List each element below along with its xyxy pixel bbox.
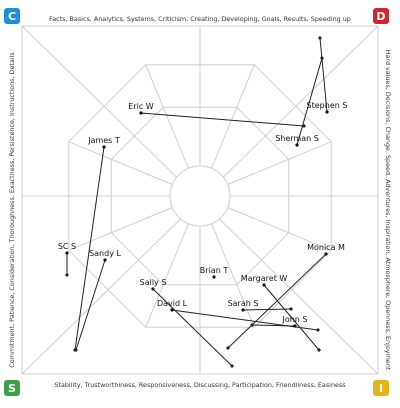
corner-badge-c: C	[4, 8, 20, 24]
grid-sector-line	[68, 141, 173, 185]
person-dot	[139, 111, 143, 115]
person-label: Sally S	[140, 278, 167, 287]
corner-letter-d: D	[376, 9, 386, 23]
grid-sector-line	[227, 207, 332, 251]
person-dot	[212, 275, 216, 279]
top-axis-label: Facts, Basics, Analytics, Systems, Criti…	[49, 15, 351, 23]
movement-arrow	[263, 284, 321, 352]
grid-sector-line	[145, 223, 189, 328]
person-dot	[324, 252, 328, 256]
people-layer: Eric W Stephen S James T Sherman S SC S Sandy…	[58, 101, 348, 328]
person-label: Brian T	[200, 266, 229, 275]
person-label: James T	[87, 136, 120, 145]
movement-arrow	[250, 323, 296, 327]
corner-badge-s: S	[4, 380, 20, 396]
grid-sector-line	[68, 207, 173, 251]
grid-center-circle	[169, 165, 231, 227]
movement-arrow	[318, 36, 328, 113]
corner-letter-s: S	[8, 381, 16, 395]
person-dot	[295, 143, 299, 147]
corner-letter-c: C	[7, 9, 17, 23]
person-label: Sarah S	[228, 299, 259, 308]
person-label: David L	[157, 299, 188, 308]
person-label: Margaret W	[241, 274, 288, 283]
corner-letter-i: I	[378, 381, 384, 395]
movement-arrow	[296, 56, 324, 146]
person-dot	[293, 324, 297, 328]
person-label: Stephen S	[307, 101, 348, 110]
corner-badge-i: I	[373, 380, 389, 396]
person-dot	[170, 308, 174, 312]
person-label: Sandy L	[89, 249, 121, 258]
person-dot	[102, 145, 106, 149]
person-dot	[325, 110, 329, 114]
map-grid	[21, 25, 379, 375]
person-label: John S	[281, 315, 307, 324]
person-dot	[262, 283, 266, 287]
grid-sector-line	[145, 64, 189, 169]
person-label: Eric W	[128, 102, 154, 111]
person-dot	[151, 287, 155, 291]
movement-arrow	[242, 307, 293, 311]
person-dot	[241, 308, 245, 312]
bottom-axis-label: Stability, Trustworthiness, Responsivene…	[54, 381, 346, 389]
movement-arrow	[74, 259, 106, 352]
movement-arrow	[73, 146, 105, 352]
grid-sector-line	[227, 141, 332, 185]
movement-arrow	[152, 288, 234, 368]
movement-arrow	[140, 112, 306, 128]
person-dot	[103, 258, 107, 262]
person-dot	[65, 251, 69, 255]
person-label: Monica M	[307, 243, 345, 252]
person-label: Sherman S	[275, 134, 319, 143]
movement-arrows	[65, 36, 328, 368]
person-label: SC S	[58, 242, 76, 251]
grid-sector-line	[211, 64, 255, 169]
corner-badge-d: D	[373, 8, 389, 24]
